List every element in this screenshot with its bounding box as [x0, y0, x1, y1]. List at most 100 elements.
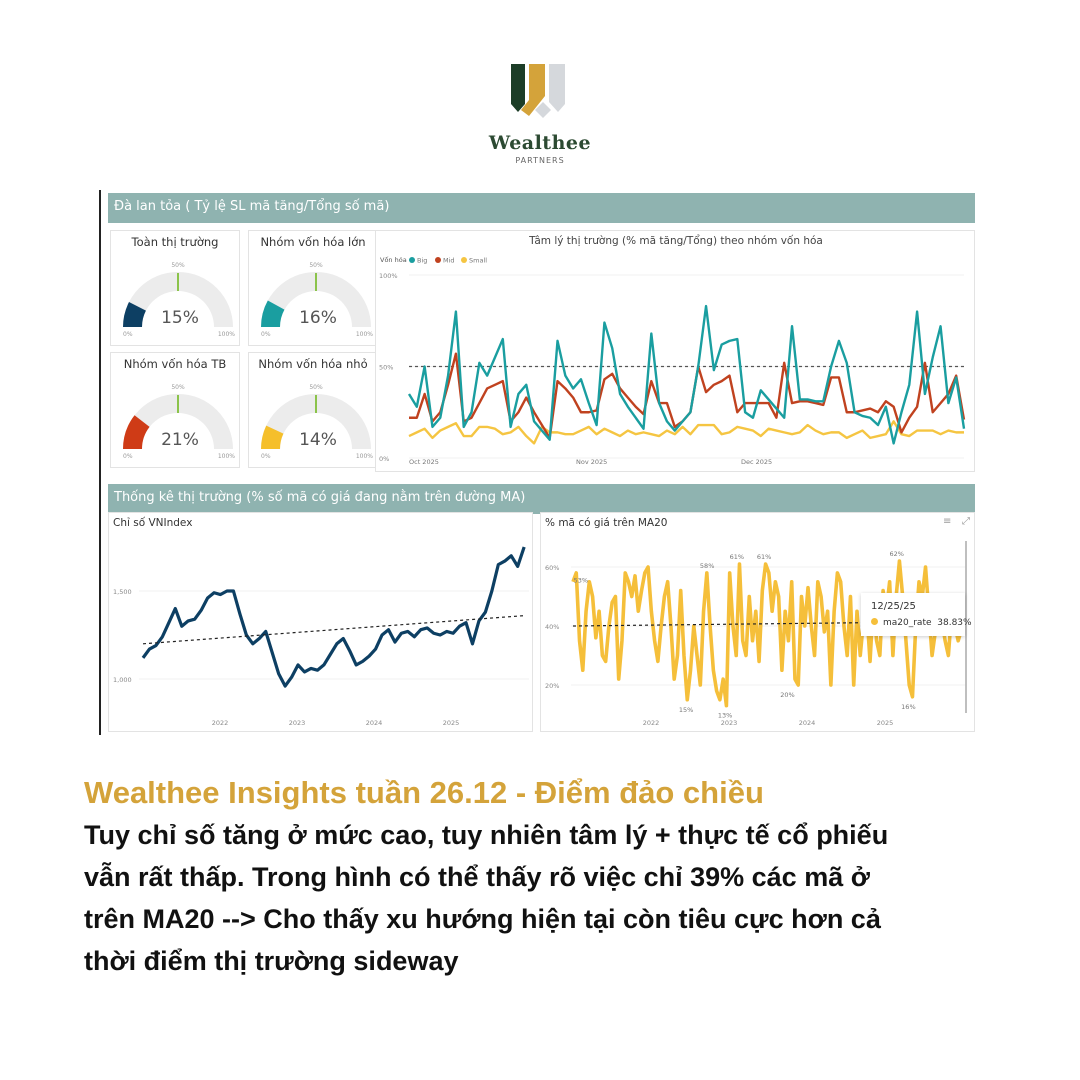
post-body-line: trên MA20 --> Cho thấy xu hướng hiện tại…: [84, 904, 881, 934]
gauge-fill: [123, 302, 146, 327]
filter-icon[interactable]: ≡: [943, 516, 952, 527]
wealthee-logo-icon: [511, 64, 565, 118]
gauge-card: Toàn thị trường 50% 0% 100% 15%: [110, 230, 240, 346]
post-body-line: Tuy chỉ số tăng ở mức cao, tuy nhiên tâm…: [84, 820, 889, 850]
post-headline: Wealthee Insights tuần 26.12 - Điểm đảo …: [84, 775, 764, 810]
gauge-max-label: 100%: [356, 453, 373, 460]
gauge-min-label: 0%: [123, 331, 133, 338]
x-tick-label: 2022: [212, 719, 229, 727]
series-line-big: [407, 304, 966, 445]
ma20-chart-card: % mã có giá trên MA20 20% 40% 60% 2022 2023 20…: [540, 512, 975, 732]
data-label: 61%: [757, 553, 771, 561]
y-tick-label: 20%: [545, 682, 559, 690]
expand-icon[interactable]: ⤢: [962, 516, 970, 527]
gauge-card: Nhóm vốn hóa lớn 50% 0% 100% 16%: [248, 230, 378, 346]
vnindex-chart-card: Chỉ số VNIndex 1,000 1,500 2022 2023 2024 2025: [108, 512, 533, 732]
data-label: 13%: [718, 712, 732, 720]
gauge-fill: [261, 425, 284, 449]
ma20-line-chart: % mã có giá trên MA20 20% 40% 60% 2022 2023 20…: [545, 517, 967, 727]
tooltip-date: 12/25/25: [871, 601, 916, 612]
x-tick-label: 2024: [366, 719, 383, 727]
legend-title: Vốn hóa: [380, 256, 407, 264]
post-body-line: thời điểm thị trường sideway: [84, 946, 459, 976]
x-tick-label: 2023: [721, 719, 738, 727]
gauge: 50% 0% 100% 14%: [261, 384, 373, 460]
trendline: [142, 615, 525, 645]
x-tick-label: 2024: [799, 719, 816, 727]
brand-subtitle: PARTNERS: [515, 156, 565, 165]
gauge-title: Nhóm vốn hóa TB: [123, 357, 227, 371]
gauge-min-label: 0%: [261, 331, 271, 338]
chart-title: Tâm lý thị trường (% mã tăng/Tổng) theo …: [528, 234, 823, 247]
gauge-track: [123, 272, 233, 327]
gauge: 50% 0% 100% 16%: [261, 262, 373, 338]
series-line: [141, 546, 526, 688]
legend-dot: [461, 257, 467, 263]
x-tick-label: Oct 2025: [409, 458, 439, 466]
chart-tooltip: 12/25/25 ma20_rate 38.83%: [861, 593, 972, 636]
gauge-title: Nhóm vốn hóa nhỏ: [258, 357, 368, 371]
brand-name: Wealthee: [488, 132, 592, 154]
series-line-small: [408, 420, 964, 445]
section-header-breadth: Đà lan tỏa ( Tỷ lệ SL mã tăng/Tổng số mã…: [108, 193, 975, 223]
gauge-mid-label: 50%: [171, 384, 185, 391]
x-tick-label: Dec 2025: [741, 458, 772, 466]
gauge-value: 15%: [161, 308, 199, 328]
data-label: 62%: [889, 550, 903, 558]
trendline: [572, 620, 962, 627]
sentiment-chart-card: Tâm lý thị trường (% mã tăng/Tổng) theo …: [375, 230, 975, 472]
y-tick-label: 60%: [545, 564, 559, 572]
gauge-value: 21%: [161, 430, 199, 450]
x-tick-label: 2025: [877, 719, 894, 727]
gauge-mid-label: 50%: [309, 262, 323, 269]
gauge-value: 14%: [299, 430, 337, 450]
dashboard-border: [99, 190, 101, 735]
chart-title: Chỉ số VNIndex: [113, 517, 192, 529]
data-label: 53%: [574, 577, 588, 585]
gauge-max-label: 100%: [218, 331, 235, 338]
legend-dot: [435, 257, 441, 263]
vnindex-line-chart: Chỉ số VNIndex 1,000 1,500 2022 2023 2024 2025: [113, 517, 529, 727]
x-tick-label: 2022: [643, 719, 660, 727]
gauge: 50% 0% 100% 21%: [123, 384, 235, 460]
gauge-max-label: 100%: [218, 453, 235, 460]
legend-item: Big: [417, 257, 427, 265]
gauge-card: Nhóm vốn hóa TB 50% 0% 100% 21%: [110, 352, 240, 468]
gauge-track: [261, 394, 371, 449]
tooltip-series: ma20_rate: [883, 618, 932, 628]
section-header-ma: Thống kê thị trường (% số mã có giá đang…: [108, 484, 975, 514]
x-tick-label: Nov 2025: [576, 458, 607, 466]
data-label: 61%: [730, 553, 744, 561]
gauge-track: [123, 394, 233, 449]
post-body-line: vẫn rất thấp. Trong hình có thể thấy rõ …: [84, 862, 870, 892]
y-tick-label: 50%: [379, 364, 393, 372]
legend-dot: [409, 257, 415, 263]
tooltip-dot-icon: [871, 618, 878, 625]
gauge-min-label: 0%: [123, 453, 133, 460]
gauge: 50% 0% 100% 15%: [123, 262, 235, 338]
y-tick-label: 100%: [379, 272, 398, 280]
legend-item: Small: [469, 257, 487, 265]
gauge-title: Toàn thị trường: [131, 235, 219, 249]
x-tick-label: 2025: [443, 719, 460, 727]
x-tick-label: 2023: [289, 719, 306, 727]
chart-title: % mã có giá trên MA20: [545, 517, 667, 529]
gauge-track: [261, 272, 371, 327]
data-label: 15%: [679, 706, 693, 714]
gauge-fill: [261, 300, 285, 327]
data-label: 16%: [901, 703, 915, 711]
gauge-title: Nhóm vốn hóa lớn: [260, 235, 366, 249]
y-tick-label: 40%: [545, 623, 559, 631]
y-tick-label: 0%: [379, 455, 389, 463]
gauge-mid-label: 50%: [171, 262, 185, 269]
legend-item: Mid: [443, 257, 455, 265]
gauge-min-label: 0%: [261, 453, 271, 460]
y-tick-label: 1,000: [113, 676, 132, 684]
data-label: 20%: [780, 691, 794, 699]
gauge-mid-label: 50%: [309, 384, 323, 391]
gauge-card: Nhóm vốn hóa nhỏ 50% 0% 100% 14%: [248, 352, 378, 468]
gauge-fill: [123, 415, 150, 449]
tooltip-value: 38.83%: [937, 618, 972, 628]
gauge-max-label: 100%: [356, 331, 373, 338]
data-label: 58%: [700, 562, 714, 570]
